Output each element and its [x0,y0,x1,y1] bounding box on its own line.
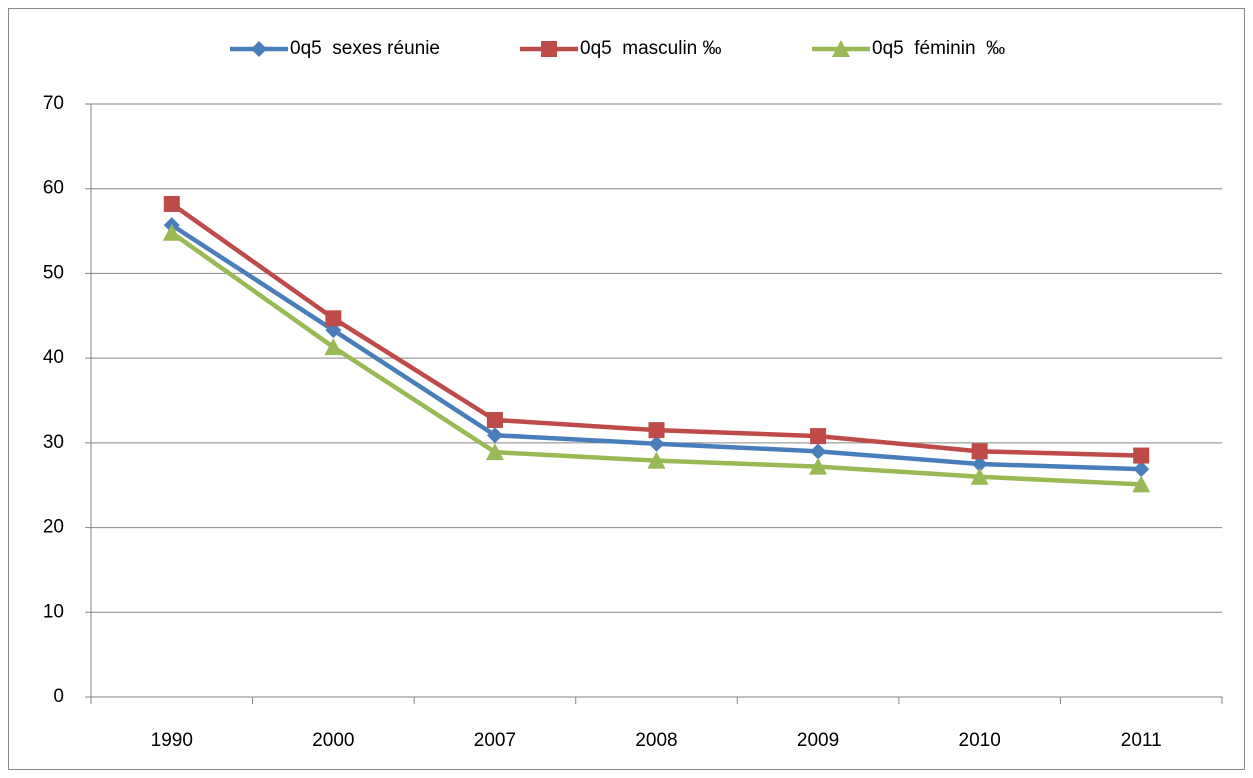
marker [648,422,665,439]
marker [971,456,988,473]
marker [832,40,850,57]
marker [162,223,181,241]
marker [647,451,666,469]
x-tick-label: 2009 [797,730,839,751]
y-tick-label: 50 [43,262,64,283]
y-tick-label: 20 [43,517,64,538]
marker [970,467,989,485]
marker [1133,461,1150,478]
x-tick-label: 1990 [151,730,193,751]
y-tick-label: 40 [43,347,64,368]
marker [809,457,828,475]
x-tick-label: 2008 [635,730,677,751]
legend-label: 0q5 masculin ‰ [580,38,722,59]
marker [324,338,343,356]
x-tick-label: 2010 [959,730,1001,751]
x-tick-label: 2000 [312,730,354,751]
legend-label: 0q5 sexes réunie [290,38,440,59]
marker [486,411,503,428]
chart-border [8,8,1245,770]
marker [1132,475,1151,493]
marker [251,41,267,57]
marker [971,443,988,460]
marker [810,443,827,460]
marker [810,428,827,445]
marker [486,427,503,444]
y-tick-label: 60 [43,178,64,199]
marker [163,195,180,212]
y-tick-label: 30 [43,432,64,453]
marker [541,41,557,57]
legend-label: 0q5 féminin ‰ [872,38,1005,59]
y-tick-label: 0 [53,686,64,707]
y-tick-label: 10 [43,601,64,622]
y-tick-label: 70 [43,93,64,114]
x-tick-label: 2007 [474,730,516,751]
marker [485,443,504,461]
marker [325,310,342,327]
x-tick-label: 2011 [1121,730,1162,751]
marker [1133,447,1150,464]
marker [648,435,665,452]
